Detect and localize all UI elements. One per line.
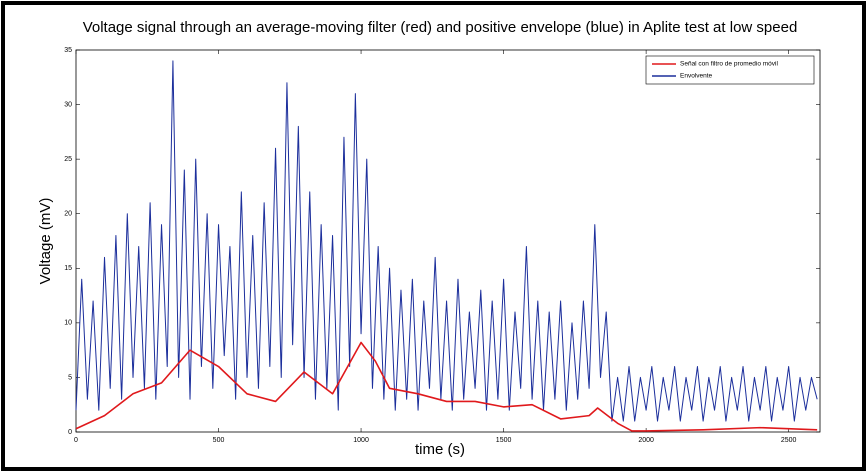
y-tick-label: 35 [64, 47, 72, 54]
legend-box [645, 55, 815, 85]
x-tick-label: 0 [74, 437, 78, 444]
x-axis-label: time (s) [415, 441, 465, 458]
x-tick-label: 1500 [496, 437, 512, 444]
y-tick-label: 20 [64, 211, 72, 218]
y-tick-label: 0 [68, 429, 72, 436]
y-tick-label: 5 [68, 374, 72, 381]
y-tick-label: 10 [64, 320, 72, 327]
legend-label: Envolvente [680, 73, 713, 80]
chart-title: Voltage signal through an average-moving… [83, 19, 798, 36]
plot-area [75, 49, 821, 433]
series-line [75, 60, 818, 422]
x-tick-label: 2000 [638, 437, 654, 444]
x-tick-label: 500 [213, 437, 225, 444]
x-tick-label: 2500 [781, 437, 797, 444]
x-tick-label: 1000 [353, 437, 369, 444]
y-axis-label: Voltage (mV) [37, 198, 54, 285]
series-line [75, 341, 818, 432]
y-tick-label: 30 [64, 101, 72, 108]
y-tick-label: 15 [64, 265, 72, 272]
y-tick-label: 25 [64, 156, 72, 163]
legend-label: Señal con filtro de promedio móvil [680, 61, 778, 68]
